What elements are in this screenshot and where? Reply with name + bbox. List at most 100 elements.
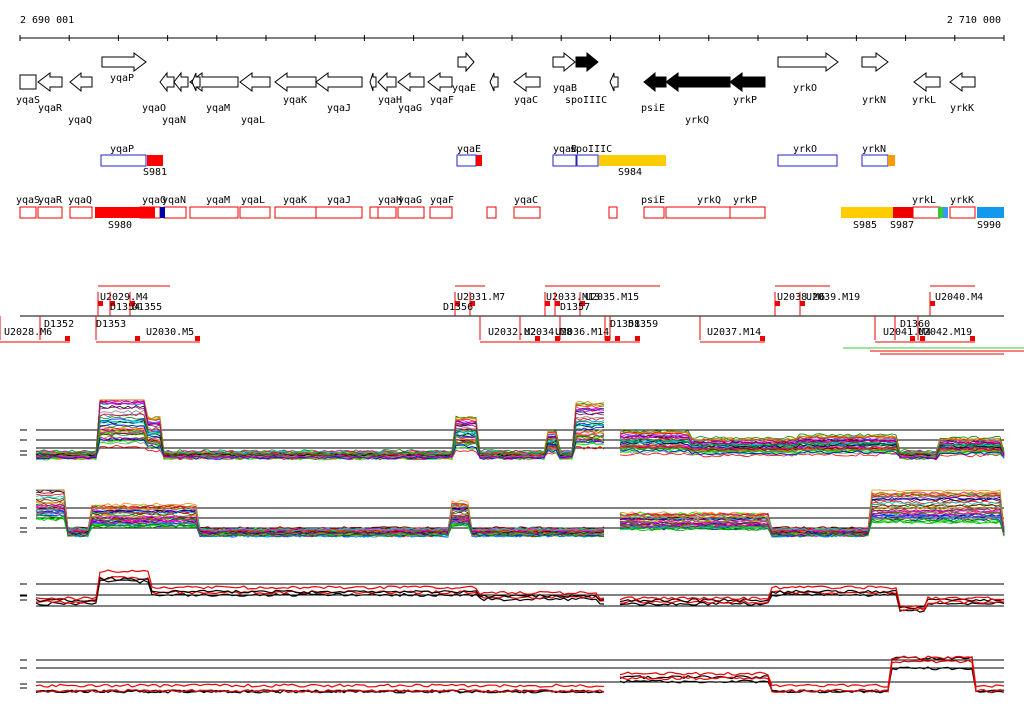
profile-line [619, 659, 1005, 693]
gene-box [643, 206, 665, 219]
gene-box [239, 206, 271, 219]
gene-label: yqaG [398, 195, 422, 206]
gene-arrow [37, 72, 63, 92]
gene-label: yrkQ [685, 115, 709, 126]
feature-label: U2029.M4 [100, 292, 148, 303]
gene-arrow [315, 72, 363, 92]
gene-label: yqaM [206, 195, 230, 206]
gene-label: psiE [641, 195, 665, 206]
feature-label: U2039.M19 [806, 292, 860, 303]
gene-label: yrkO [793, 144, 817, 155]
gene-box [912, 206, 941, 219]
profile-line [35, 401, 605, 459]
feature-flag [930, 301, 935, 306]
gene-label: yqaN [162, 195, 186, 206]
feature-flag [910, 336, 915, 341]
gene-label: yrkK [950, 103, 974, 114]
profile-line [619, 655, 1005, 688]
profile-line [35, 503, 605, 535]
gene-box [163, 206, 187, 219]
gene-label: yrkO [793, 83, 817, 94]
feature-flag [470, 301, 475, 306]
profile-line [35, 504, 605, 532]
gene-box [397, 206, 425, 219]
gene-label: yqaS [16, 195, 40, 206]
profile-line [619, 452, 1005, 461]
gene-arrow [69, 71, 93, 93]
profile-line [619, 585, 1005, 610]
gene-box [777, 154, 838, 167]
gene-box [608, 206, 618, 219]
gene-label: yrkK [950, 195, 974, 206]
profile-line [619, 495, 1005, 532]
gene-label: yrkQ [697, 195, 721, 206]
gene-arrow [729, 72, 766, 92]
gene-box [486, 206, 497, 219]
profile-line [35, 493, 605, 534]
profile-line [619, 509, 1005, 532]
gene-label: yqaF [430, 195, 454, 206]
gene-arrow [861, 52, 889, 72]
gene-arrow [369, 72, 377, 92]
profile-line [35, 514, 605, 538]
gene-box [69, 206, 93, 219]
segment-label: S980 [108, 220, 132, 231]
gene-arrow [949, 72, 976, 92]
gene-box [37, 206, 63, 219]
gene-label: yqaP [110, 144, 134, 155]
feature-label: D1356 [443, 302, 473, 313]
segment [476, 155, 482, 166]
segment [893, 207, 913, 218]
feature-label: U2035.M15 [585, 292, 639, 303]
profile-line [619, 447, 1005, 460]
profile-line [619, 656, 1005, 694]
gene-label: yqaR [38, 103, 63, 114]
gene-box [315, 206, 363, 219]
gene-label: yqaN [162, 115, 186, 126]
gene-label: yqaG [398, 103, 422, 114]
gene-label: spoIIIC [565, 95, 607, 106]
profile-line [35, 416, 605, 456]
gene-label: yqaQ [68, 195, 92, 206]
gene-arrow [397, 72, 425, 92]
profile-line [619, 592, 1005, 613]
feature-flag [760, 336, 765, 341]
gene-box [19, 206, 37, 219]
gene-arrow [427, 72, 453, 92]
gene-label: yqaK [283, 195, 307, 206]
gene-box [729, 206, 766, 219]
gene-label: yqaE [452, 83, 476, 94]
profile-line [35, 510, 605, 538]
segment [147, 155, 163, 166]
feature-flag [970, 336, 975, 341]
feature-label: U2038.M6 [777, 292, 825, 303]
feature-label: U2034.M8 [524, 327, 572, 338]
gene-label: yqaL [241, 195, 265, 206]
gene-label: yqaC [514, 95, 538, 106]
gene-arrow [274, 72, 317, 92]
segment-label: S985 [853, 220, 877, 231]
gene-box [274, 206, 317, 219]
segment [943, 207, 948, 218]
feature-flag [65, 336, 70, 341]
gene-label: yqaK [283, 95, 307, 106]
segment-label: S987 [890, 220, 914, 231]
gene-label: yqaO [142, 103, 166, 114]
gene-label: yqaB [553, 83, 577, 94]
feature-flag [98, 301, 103, 306]
feature-label: D1353 [96, 319, 126, 330]
gene-box [949, 206, 976, 219]
feature-flag [615, 336, 620, 341]
gene-arrow [777, 52, 839, 72]
profile-line [619, 508, 1005, 535]
gene-label: yrkN [862, 95, 886, 106]
feature-flag [605, 336, 610, 341]
gene-label: yqaQ [68, 115, 92, 126]
gene-label: psiE [641, 103, 665, 114]
feature-flag [580, 301, 585, 306]
gene-arrow [19, 74, 37, 90]
gene-arrow [239, 72, 271, 92]
gene-label: yqaM [206, 103, 230, 114]
gene-label: yqaE [457, 144, 481, 155]
gene-label: yqaH [378, 195, 402, 206]
